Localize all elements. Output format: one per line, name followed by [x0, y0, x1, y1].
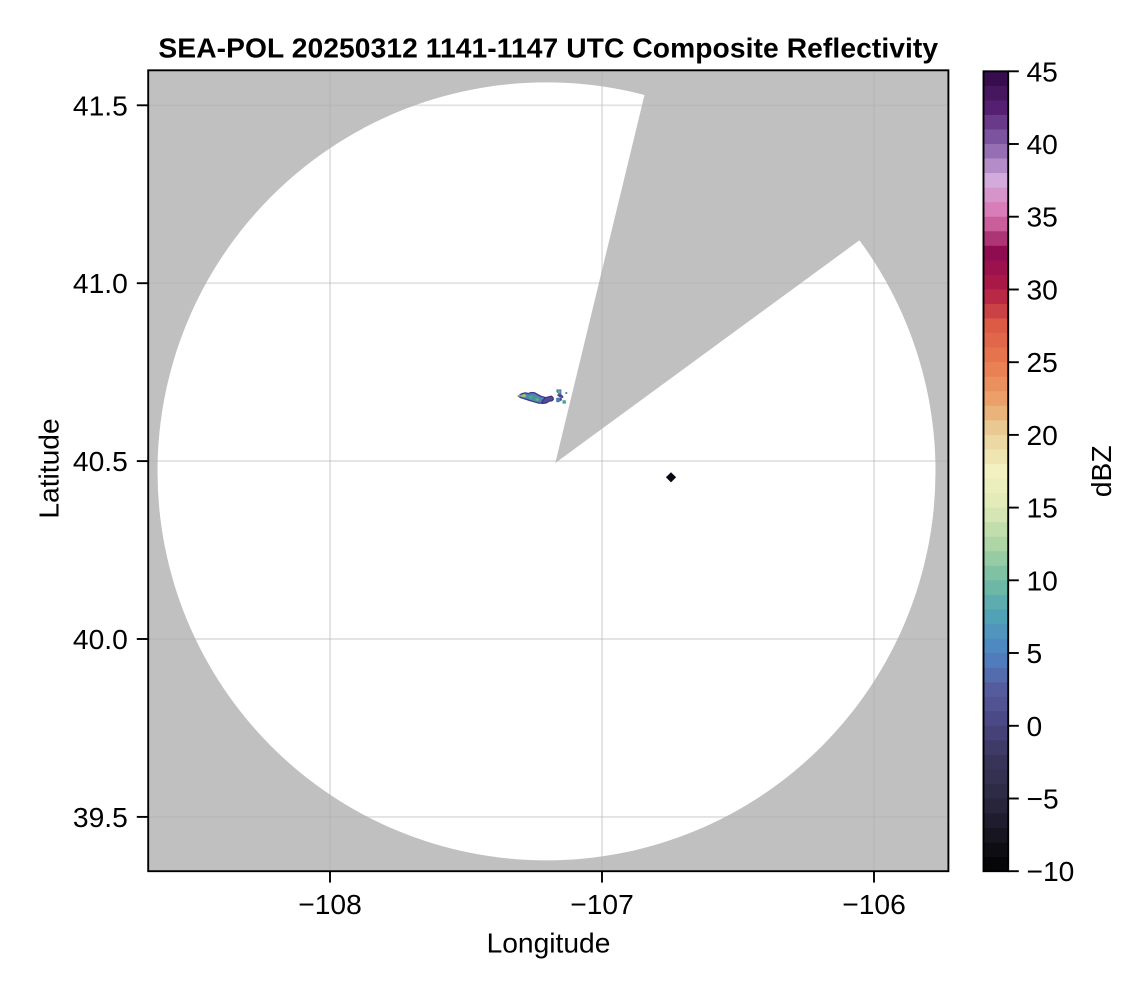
svg-text:Longitude: Longitude: [487, 926, 611, 958]
svg-text:5: 5: [1027, 637, 1043, 669]
svg-text:−108: −108: [298, 888, 362, 920]
svg-text:41.5: 41.5: [73, 89, 128, 121]
svg-text:0: 0: [1027, 710, 1043, 742]
svg-text:10: 10: [1027, 564, 1058, 596]
svg-text:30: 30: [1027, 274, 1058, 306]
svg-text:Latitude: Latitude: [33, 418, 65, 518]
svg-text:−107: −107: [570, 888, 634, 920]
svg-text:40.5: 40.5: [73, 445, 128, 477]
svg-text:dBZ: dBZ: [1085, 445, 1117, 497]
svg-text:45: 45: [1027, 55, 1058, 87]
svg-text:39.5: 39.5: [73, 801, 128, 833]
svg-text:25: 25: [1027, 346, 1058, 378]
svg-text:SEA-POL 20250312 1141-1147 UTC: SEA-POL 20250312 1141-1147 UTC Composite…: [158, 32, 938, 64]
svg-text:−5: −5: [1027, 783, 1059, 815]
svg-text:−106: −106: [842, 888, 906, 920]
svg-text:40: 40: [1027, 128, 1058, 160]
svg-text:20: 20: [1027, 419, 1058, 451]
svg-text:41.0: 41.0: [73, 267, 128, 299]
svg-text:35: 35: [1027, 201, 1058, 233]
svg-text:15: 15: [1027, 492, 1058, 524]
svg-text:40.0: 40.0: [73, 623, 128, 655]
svg-text:−10: −10: [1027, 855, 1075, 887]
